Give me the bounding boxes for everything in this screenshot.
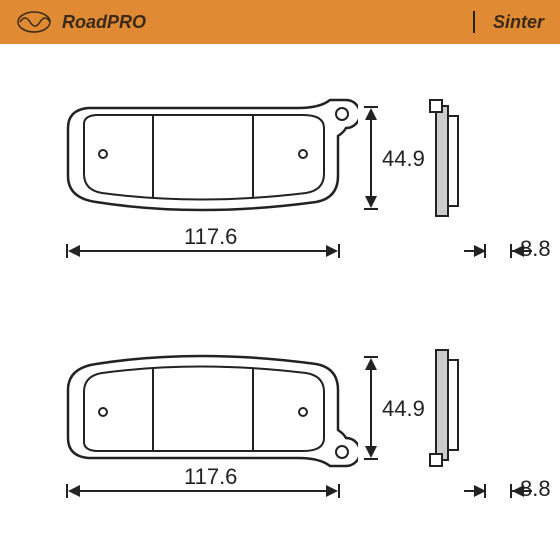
dim-line [464,490,484,492]
brake-pad-front-2 [48,338,358,468]
brake-pad-side-2 [426,338,468,468]
dim-line [78,250,330,252]
brand-block: RoadPRO [16,10,146,34]
arrow-down-icon [365,196,377,208]
dim-tick [364,458,378,460]
pad-row-2: 117.6 44.9 8.8 [20,308,540,548]
subbrand-name: Sinter [493,12,544,33]
arrow-down-icon [365,446,377,458]
dim-line [370,118,372,200]
diagram-area: 117.6 44.9 8.8 [0,44,560,560]
height-label-2: 44.9 [382,396,425,422]
width-label-1: 117.6 [178,224,243,250]
dim-line [464,250,484,252]
arrow-right-icon [326,485,338,497]
dim-tick [364,208,378,210]
dim-line [370,368,372,450]
header-divider [473,11,475,33]
brake-pad-side-1 [426,98,468,228]
brake-pad-front-1 [48,98,358,228]
brand-name: RoadPRO [62,12,146,33]
thickness-label-1: 8.8 [520,236,551,262]
pad-row-1: 117.6 44.9 8.8 [20,68,540,308]
dim-tick [338,244,340,258]
arrow-right-icon [326,245,338,257]
width-label-2: 117.6 [178,464,243,490]
height-label-1: 44.9 [382,146,425,172]
thickness-label-2: 8.8 [520,476,551,502]
brand-logo-icon [16,10,52,34]
dim-tick [338,484,340,498]
header-bar: RoadPRO Sinter [0,0,560,44]
dim-line [78,490,330,492]
